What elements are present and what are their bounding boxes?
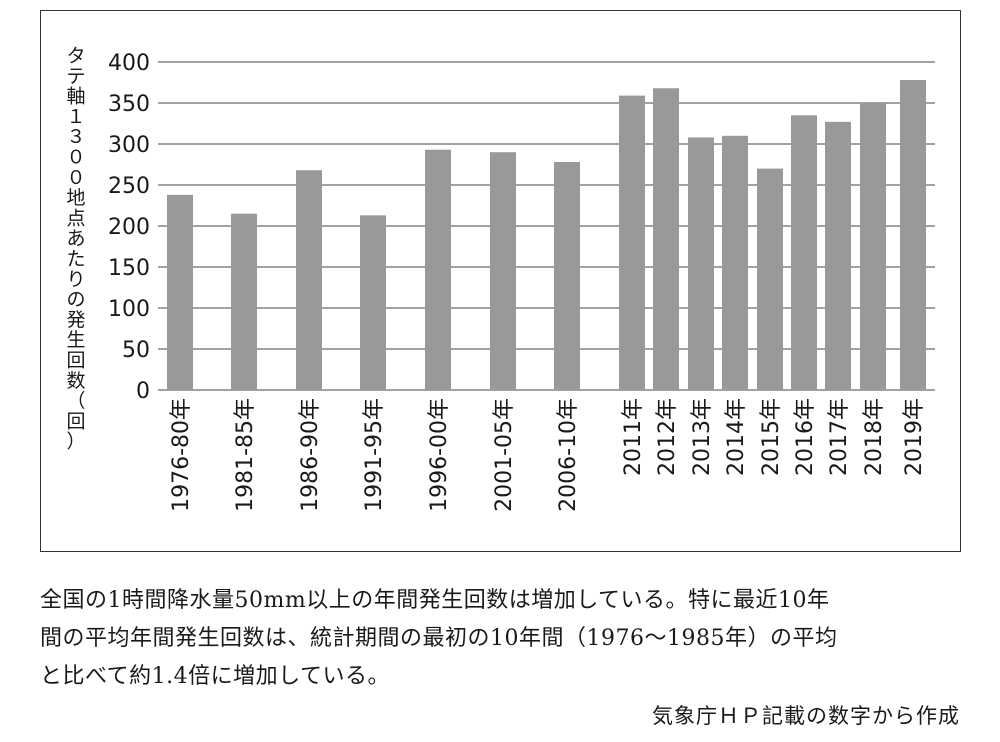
y-axis-label-char: １	[66, 106, 85, 128]
y-axis-label-char: 生	[66, 329, 85, 351]
x-tick-label: 1991-95年	[362, 398, 387, 512]
bar	[360, 215, 386, 390]
bar	[619, 95, 645, 391]
y-axis-label-char: ０	[66, 147, 85, 169]
x-tick-label: 2017年	[827, 398, 852, 476]
x-tick-label: 1996-00年	[427, 398, 452, 512]
caption-line-1: 全国の1時間降水量50mm以上の年間発生回数は増加している。特に最近10年	[40, 588, 830, 613]
y-tick-label: 400	[108, 51, 150, 76]
bar	[653, 88, 679, 391]
y-tick-label: 100	[108, 297, 150, 322]
bar-chart: 400350300250200150100500タテ軸１３００地点あたりの発生回…	[66, 45, 935, 512]
bar	[490, 152, 516, 390]
bar	[425, 149, 451, 390]
x-tick-label: 2001-05年	[492, 398, 517, 512]
bar	[688, 137, 714, 390]
x-tick-label: 1976-80年	[169, 398, 194, 512]
y-axis-label-char: ）	[66, 431, 85, 453]
y-axis-label-char: 地	[66, 187, 85, 209]
y-tick-label: 250	[108, 174, 150, 199]
y-axis-label-char: り	[66, 268, 85, 290]
y-axis-label-char: た	[66, 248, 85, 270]
x-tick-label: 2013年	[690, 398, 715, 476]
y-tick-label: 200	[108, 215, 150, 240]
x-tick-label: 2014年	[724, 398, 749, 476]
y-axis-label-char: 回	[66, 350, 85, 372]
x-tick-label: 1981-85年	[233, 398, 258, 512]
x-tick-label: 1986-90年	[298, 398, 323, 512]
bar	[825, 121, 851, 391]
y-axis-label-char: （	[66, 390, 85, 412]
x-tick-label: 2018年	[862, 398, 887, 476]
y-axis-label-char: ３	[66, 126, 85, 148]
y-axis-label-char: 回	[66, 410, 85, 432]
bar	[722, 135, 748, 390]
y-axis-label-char: タ	[66, 45, 85, 67]
source-note: 気象庁ＨＰ記載の数字から作成	[652, 704, 960, 728]
y-tick-label: 50	[122, 338, 150, 363]
y-axis-label-char: ０	[66, 167, 85, 189]
y-axis-label-char: 数	[66, 370, 85, 392]
y-axis-label-char: あ	[66, 228, 85, 250]
bar	[900, 80, 926, 390]
y-tick-label: 300	[108, 133, 150, 158]
x-tick-label: 2006-10年	[556, 398, 581, 512]
bar	[296, 170, 322, 390]
y-tick-label: 0	[136, 379, 150, 404]
y-axis-label-char: テ	[66, 65, 85, 87]
x-tick-label: 2019年	[902, 398, 927, 476]
caption-line-3: と比べて約1.4倍に増加している。	[40, 664, 390, 689]
x-tick-label: 2011年	[621, 398, 646, 476]
bar	[791, 115, 817, 391]
y-axis-label-char: の	[66, 289, 85, 311]
y-axis-label-char: 軸	[66, 86, 85, 108]
x-tick-label: 2016年	[793, 398, 818, 476]
y-tick-label: 350	[108, 92, 150, 117]
bar	[860, 103, 886, 390]
bar	[231, 213, 257, 390]
x-tick-label: 2015年	[759, 398, 784, 476]
y-axis-label-char: 発	[66, 309, 85, 331]
bar	[554, 162, 580, 390]
bar	[757, 168, 783, 390]
y-axis-label-char: 点	[66, 207, 85, 229]
chart-frame	[40, 10, 961, 552]
caption-line-2: 間の平均年間発生回数は、統計期間の最初の10年間（1976〜1985年）の平均	[40, 626, 838, 651]
x-tick-label: 2012年	[655, 398, 680, 476]
y-tick-label: 150	[108, 256, 150, 281]
bar	[167, 194, 193, 390]
